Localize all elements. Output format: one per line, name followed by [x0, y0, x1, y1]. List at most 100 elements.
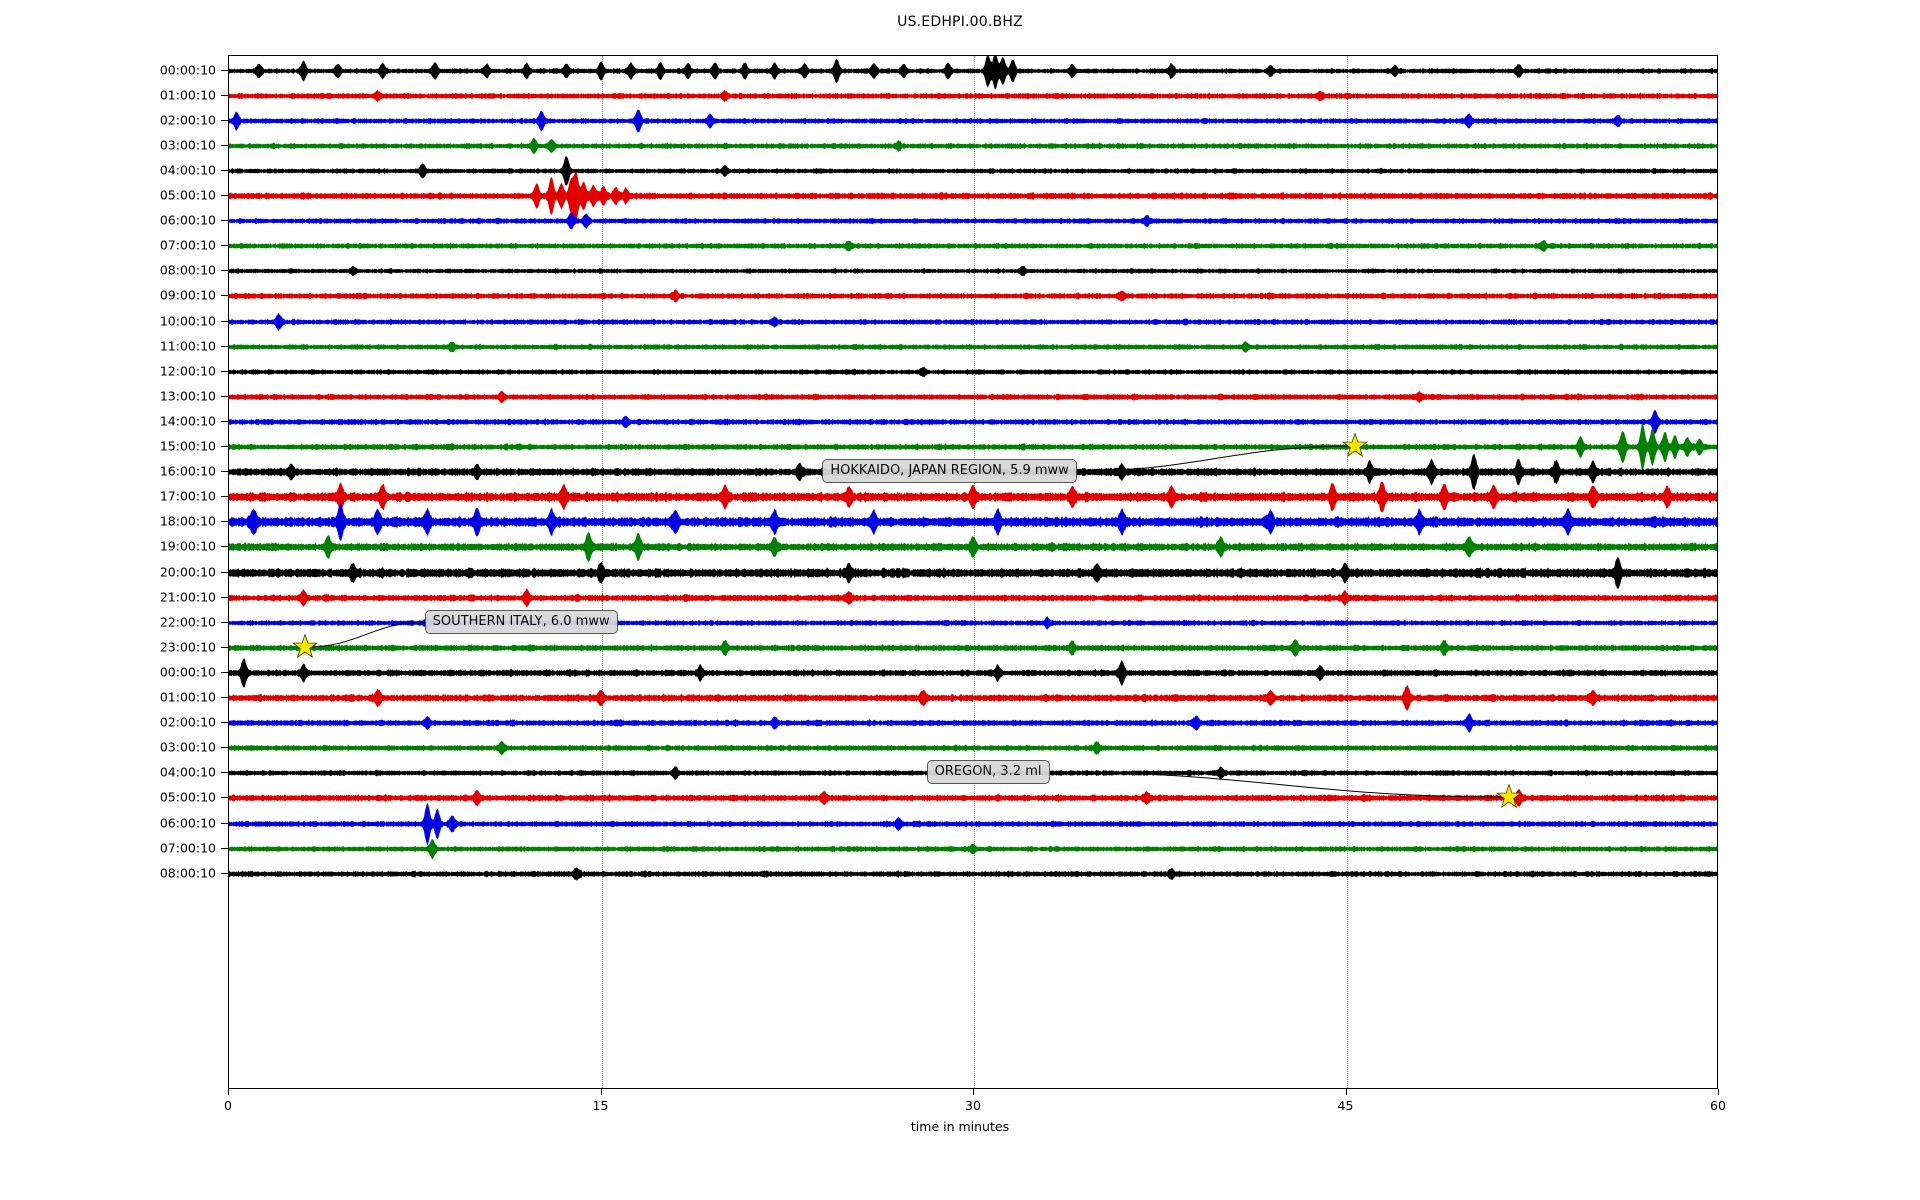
y-axis-tick-label: 07:00:10 [159, 237, 216, 253]
y-axis-tick-mark [221, 596, 228, 598]
seismogram-trace [229, 695, 1717, 751]
seismogram-trace [229, 670, 1717, 726]
y-axis-tick-mark [221, 370, 228, 372]
seismogram-trace [229, 143, 1717, 199]
y-axis-tick-label: 20:00:10 [159, 564, 216, 579]
y-axis-tick-label: 02:00:10 [159, 714, 216, 730]
y-axis-tick-label: 21:00:10 [159, 589, 216, 605]
seismogram-trace [229, 394, 1717, 450]
x-axis-title: time in minutes [910, 1119, 1010, 1134]
y-axis-tick-label: 05:00:10 [159, 187, 216, 203]
y-axis-tick-mark [221, 420, 228, 422]
seismogram-trace [229, 369, 1717, 425]
y-axis-tick-mark [221, 320, 228, 322]
y-axis-tick-label: 19:00:10 [159, 538, 216, 554]
y-axis-tick-label: 00:00:10 [159, 62, 216, 77]
y-axis-tick-label: 03:00:10 [159, 739, 216, 755]
y-axis-tick-mark [221, 822, 228, 824]
y-axis-tick-label: 06:00:10 [159, 212, 216, 228]
y-axis-tick-label: 05:00:10 [159, 789, 216, 805]
x-axis-tick-label: 15 [592, 1098, 609, 1113]
y-axis-tick-label: 18:00:10 [159, 513, 216, 529]
y-axis-tick-label: 01:00:10 [159, 689, 216, 705]
seismogram-trace [229, 846, 1717, 902]
seismogram-trace [229, 469, 1717, 525]
y-axis-tick-mark [221, 69, 228, 71]
y-axis-tick-mark [221, 245, 228, 247]
y-axis-tick-mark [221, 697, 228, 698]
seismogram-trace [229, 620, 1717, 676]
y-axis-tick-label: 16:00:10 [159, 463, 216, 479]
event-label-oregon[interactable]: OREGON, 3.2 ml [926, 760, 1050, 785]
seismogram-trace [229, 319, 1717, 375]
y-axis-tick-mark [221, 395, 228, 397]
y-axis-tick-label: 22:00:10 [159, 614, 216, 630]
y-axis-tick-mark [221, 295, 228, 297]
y-axis-tick-label: 01:00:10 [159, 87, 216, 103]
y-axis-tick-mark [221, 521, 228, 523]
seismogram-trace [229, 193, 1717, 249]
y-axis-tick-mark [221, 94, 228, 96]
y-axis-tick-mark [221, 496, 228, 498]
event-label-southern-italy[interactable]: SOUTHERN ITALY, 6.0 mww [424, 609, 618, 634]
y-axis-tick-mark [221, 847, 228, 849]
seismogram-trace [229, 168, 1717, 224]
y-axis-tick-mark [221, 722, 228, 724]
y-axis-tick-mark [221, 621, 228, 623]
y-axis-tick-label: 06:00:10 [159, 815, 216, 830]
x-axis-tick-label: 30 [965, 1098, 981, 1113]
y-axis-tick-mark [221, 747, 228, 749]
y-axis-tick-mark [221, 671, 228, 673]
y-axis-tick-mark [221, 646, 228, 648]
y-axis-tick-mark [221, 220, 228, 222]
seismogram-trace [229, 419, 1717, 475]
y-axis-tick-label: 15:00:10 [159, 438, 216, 454]
y-axis-tick-mark [221, 872, 228, 874]
x-axis-tick-mark [973, 1089, 974, 1095]
seismogram-trace [229, 294, 1717, 350]
event-label-hokkaido[interactable]: HOKKAIDO, JAPAN REGION, 5.9 mww [822, 459, 1077, 484]
seismogram-trace [229, 344, 1717, 400]
y-axis-tick-label: 08:00:10 [159, 865, 216, 881]
seismogram-trace [229, 720, 1717, 776]
seismogram-trace [229, 218, 1717, 274]
y-axis-tick-label: 04:00:10 [159, 764, 216, 780]
seismogram-trace [229, 93, 1717, 149]
seismogram-trace [229, 645, 1717, 701]
seismogram-trace [229, 243, 1717, 299]
y-axis-tick-mark [221, 772, 228, 774]
y-axis-tick-mark [221, 195, 228, 196]
x-axis-tick-label: 45 [1337, 1098, 1354, 1113]
plot-inner [229, 56, 1717, 1088]
y-axis-tick-mark [221, 546, 228, 548]
plot-area [228, 55, 1718, 1089]
y-axis-tick-label: 17:00:10 [159, 488, 216, 504]
y-axis-tick-mark [221, 471, 228, 473]
y-axis-tick-label: 02:00:10 [159, 112, 216, 128]
seismogram-trace [229, 56, 1717, 99]
seismogram-trace [229, 519, 1717, 575]
y-axis-tick-mark [221, 169, 228, 171]
y-axis-tick-mark [221, 446, 228, 447]
y-axis-tick-label: 09:00:10 [159, 287, 216, 303]
y-axis-tick-mark [221, 144, 228, 146]
y-axis-tick-label: 04:00:10 [159, 162, 216, 178]
x-axis-tick-label: 0 [224, 1098, 232, 1113]
seismogram-trace [229, 494, 1717, 550]
seismogram-trace [229, 68, 1717, 124]
seismogram-trace [229, 796, 1717, 852]
y-axis-tick-label: 12:00:10 [159, 363, 216, 379]
y-axis-tick-mark [221, 119, 228, 121]
seismogram-trace [229, 595, 1717, 651]
y-axis-tick-mark [221, 345, 228, 347]
y-axis-tick-label: 10:00:10 [159, 313, 216, 328]
seismogram-trace [229, 570, 1717, 626]
y-axis-tick-label: 23:00:10 [159, 639, 216, 655]
y-axis-tick-label: 07:00:10 [159, 840, 216, 856]
y-axis-tick-label: 11:00:10 [159, 338, 216, 354]
x-axis-tick-mark [600, 1089, 602, 1095]
y-axis-tick-label: 08:00:10 [159, 262, 216, 278]
y-axis-tick-mark [221, 571, 228, 573]
x-axis-tick-label: 60 [1710, 1098, 1726, 1113]
